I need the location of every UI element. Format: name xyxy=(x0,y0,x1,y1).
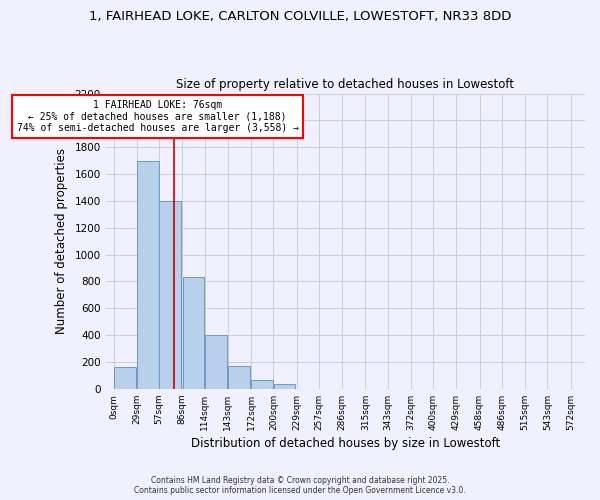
X-axis label: Distribution of detached houses by size in Lowestoft: Distribution of detached houses by size … xyxy=(191,437,500,450)
Text: 1, FAIRHEAD LOKE, CARLTON COLVILLE, LOWESTOFT, NR33 8DD: 1, FAIRHEAD LOKE, CARLTON COLVILLE, LOWE… xyxy=(89,10,511,23)
Y-axis label: Number of detached properties: Number of detached properties xyxy=(55,148,68,334)
Bar xyxy=(205,335,227,389)
Bar xyxy=(114,368,136,389)
Text: 1 FAIRHEAD LOKE: 76sqm
← 25% of detached houses are smaller (1,188)
74% of semi-: 1 FAIRHEAD LOKE: 76sqm ← 25% of detached… xyxy=(17,100,299,133)
Bar xyxy=(274,384,295,389)
Title: Size of property relative to detached houses in Lowestoft: Size of property relative to detached ho… xyxy=(176,78,514,91)
Bar xyxy=(228,366,250,389)
Bar xyxy=(182,278,205,389)
Bar xyxy=(137,160,159,389)
Text: Contains HM Land Registry data © Crown copyright and database right 2025.
Contai: Contains HM Land Registry data © Crown c… xyxy=(134,476,466,495)
Bar xyxy=(251,380,273,389)
Bar xyxy=(160,201,181,389)
